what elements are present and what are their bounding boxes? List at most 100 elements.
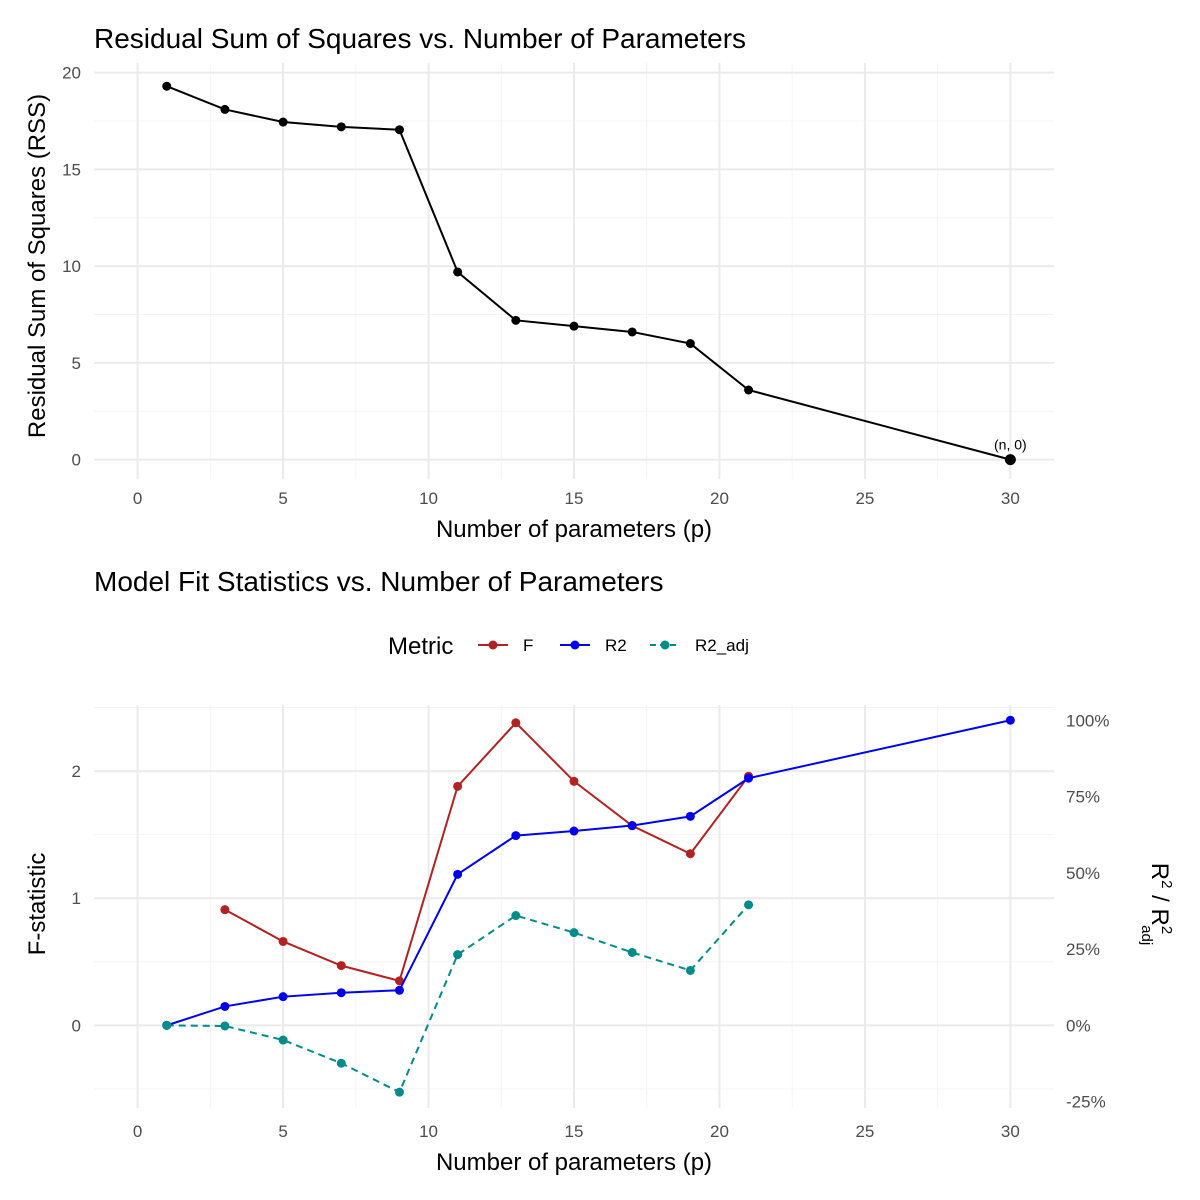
series-point-f (220, 905, 230, 915)
fit-y-tick-label-right: 50% (1066, 864, 1100, 883)
fit-y-tick-label-left: 2 (72, 762, 81, 781)
fit-y-axis-title-right: R2 / R2adj (1138, 863, 1175, 945)
series-point-f (685, 849, 695, 859)
fit-y-tick-label-right: 100% (1066, 711, 1109, 730)
series-point-r2 (220, 1001, 230, 1011)
rss-x-ticks: 0 5 10 15 20 25 30 (133, 489, 1020, 508)
fit-stats-chart-title: Model Fit Statistics vs. Number of Param… (94, 566, 664, 597)
fit-x-ticks: 0 5 10 15 20 25 30 (133, 1122, 1020, 1141)
fit-y-tick-label-right: -25% (1066, 1093, 1106, 1112)
series-point-r2 (627, 821, 637, 831)
rss-point (278, 117, 288, 127)
rss-point (685, 339, 695, 349)
rss-y-tick-label: 20 (62, 64, 81, 83)
series-point-r2 (278, 992, 288, 1002)
fit-y-tick-label-right: 0% (1066, 1016, 1091, 1035)
r2adj-axis-base: R (1146, 908, 1173, 925)
series-point-r2 (394, 985, 404, 995)
series-point-f (394, 976, 404, 986)
rss-x-tick-label: 0 (133, 489, 142, 508)
fit-x-tick-label: 25 (855, 1122, 874, 1141)
series-point-f (453, 781, 463, 791)
series-point-r2-adj (627, 947, 637, 957)
fit-y-ticks-left: 0 1 2 (72, 762, 81, 1035)
rss-x-tick-label: 5 (278, 489, 287, 508)
r2adj-axis-sup: 2 (1158, 926, 1175, 934)
fit-x-tick-label: 20 (710, 1122, 729, 1141)
rss-x-tick-label: 20 (710, 489, 729, 508)
fit-x-tick-label: 10 (419, 1122, 438, 1141)
rss-point (569, 321, 579, 331)
rss-chart-title: Residual Sum of Squares vs. Number of Pa… (94, 23, 746, 54)
series-point-r2 (685, 811, 695, 821)
fit-x-tick-label: 15 (565, 1122, 584, 1141)
legend-label: R2_adj (695, 636, 749, 655)
rss-x-tick-label: 30 (1001, 489, 1020, 508)
series-point-f (511, 718, 521, 728)
fit-y-tick-label-right: 25% (1066, 940, 1100, 959)
rss-x-tick-label: 25 (855, 489, 874, 508)
rss-annotations: (n, 0) (994, 437, 1027, 453)
fit-x-tick-label: 0 (133, 1122, 142, 1141)
fit-grid (94, 705, 1054, 1108)
rss-y-tick-label: 5 (72, 354, 81, 373)
fit-y-tick-label-left: 0 (72, 1016, 81, 1035)
series-point-r2-adj (394, 1087, 404, 1097)
series-point-f (278, 936, 288, 946)
legend-label: R2 (605, 636, 627, 655)
rss-annotation: (n, 0) (994, 437, 1027, 453)
rss-point (336, 122, 346, 132)
series-point-r2-adj (744, 900, 754, 910)
series-line-r2-adj (166, 904, 750, 1094)
fit-x-tick-label: 5 (278, 1122, 287, 1141)
rss-point (511, 315, 521, 325)
rss-point (162, 81, 172, 91)
rss-line (166, 85, 1011, 461)
legend-label: F (523, 636, 533, 655)
rss-y-ticks: 0 5 10 15 20 (62, 64, 81, 470)
rss-chart: Residual Sum of Squares vs. Number of Pa… (24, 23, 1054, 543)
legend: Metric F R2 R2_adj (388, 633, 749, 660)
legend-key-point (570, 640, 580, 650)
fit-y-tick-label-left: 1 (72, 889, 81, 908)
r2-axis-sup: 2 (1158, 880, 1175, 888)
rss-point (453, 267, 463, 277)
legend-title: Metric (388, 633, 453, 660)
series-point-r2-adj (162, 1020, 172, 1030)
rss-grid (94, 63, 1054, 479)
series-point-r2-adj (511, 911, 521, 921)
legend-key-point (660, 640, 670, 650)
r2-axis-sep: / (1146, 888, 1173, 908)
series-point-r2-adj (278, 1035, 288, 1045)
fit-y-ticks-right: -25% 0% 25% 50% 75% 100% (1066, 711, 1109, 1111)
rss-point (744, 385, 754, 395)
r2-axis-title: R2 / R2adj (1138, 863, 1175, 945)
series-point-f (569, 776, 579, 786)
series-point-r2-adj (569, 928, 579, 938)
fit-x-tick-label: 30 (1001, 1122, 1020, 1141)
fit-stats-chart: Model Fit Statistics vs. Number of Param… (24, 566, 1175, 1176)
r2-axis-base: R (1146, 863, 1173, 880)
r2adj-axis-sub: adj (1138, 925, 1155, 945)
series-point-r2 (453, 869, 463, 879)
series-line-f (224, 721, 750, 983)
rss-point (220, 104, 230, 114)
series-line-r2 (166, 719, 1011, 1027)
rss-y-tick-label: 15 (62, 160, 81, 179)
series-point-f (336, 961, 346, 971)
rss-series (162, 81, 1016, 466)
rss-x-tick-label: 15 (565, 489, 584, 508)
series-point-r2 (511, 831, 521, 841)
rss-x-axis-title: Number of parameters (p) (436, 516, 712, 543)
rss-y-tick-label: 0 (72, 451, 81, 470)
rss-x-tick-label: 10 (419, 489, 438, 508)
fit-y-axis-title-left: F-statistic (24, 853, 51, 956)
fit-series (162, 715, 1015, 1097)
series-point-r2-adj (685, 965, 695, 975)
rss-point (394, 125, 404, 135)
series-point-r2 (744, 773, 754, 783)
rss-y-tick-label: 10 (62, 257, 81, 276)
series-point-r2-adj (220, 1021, 230, 1031)
